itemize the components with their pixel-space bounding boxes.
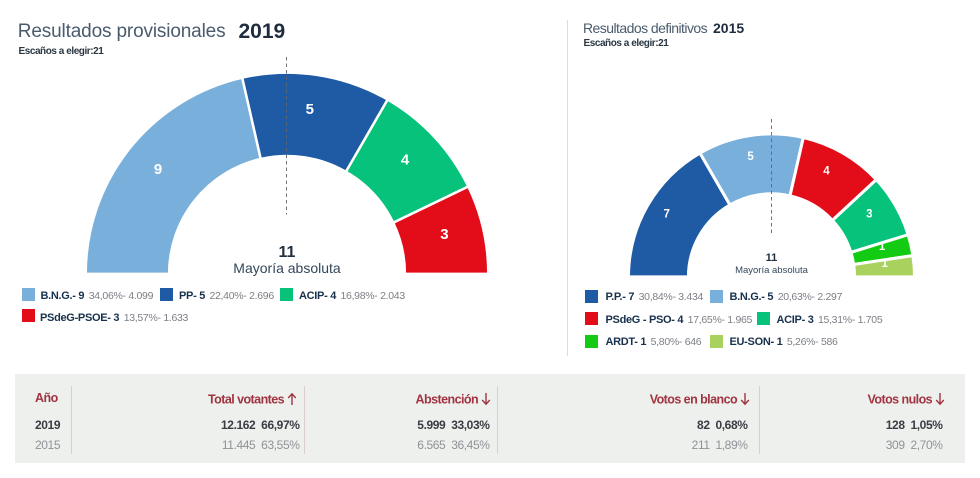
svg-text:1: 1: [881, 258, 888, 270]
svg-text:7: 7: [663, 208, 669, 220]
svg-text:1: 1: [879, 241, 886, 253]
svg-text:5: 5: [306, 101, 314, 118]
svg-text:9: 9: [154, 161, 162, 178]
svg-text:3: 3: [866, 208, 872, 220]
svg-text:4: 4: [401, 152, 410, 169]
svg-text:3: 3: [440, 226, 448, 243]
svg-text:5: 5: [747, 151, 754, 163]
svg-text:4: 4: [823, 166, 830, 178]
